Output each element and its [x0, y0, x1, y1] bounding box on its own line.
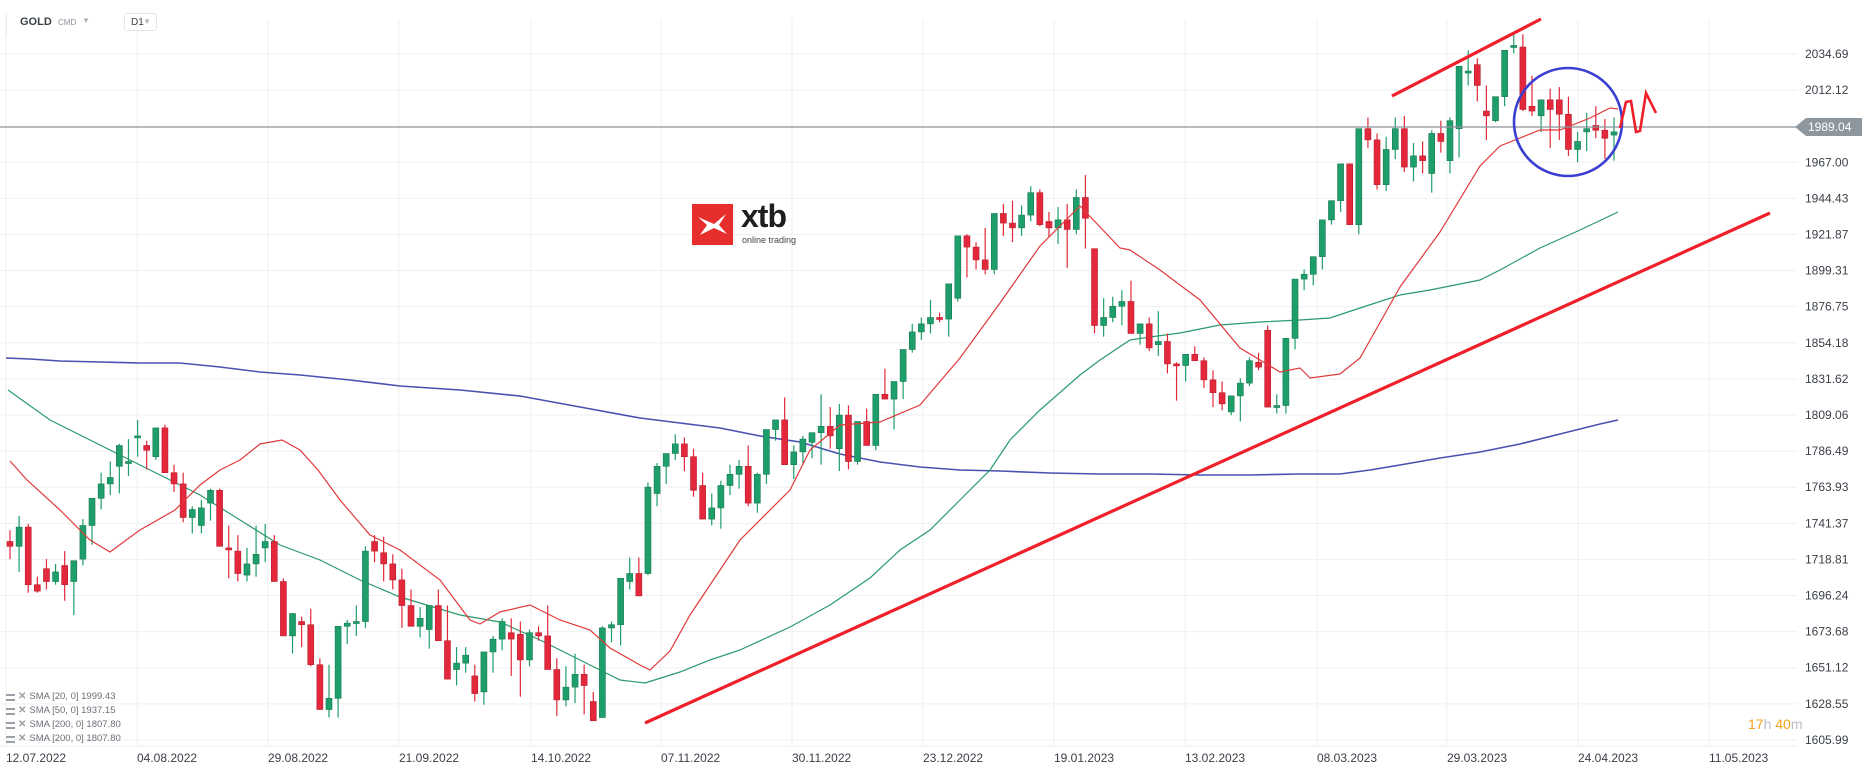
sma20-line [9, 107, 1619, 671]
price-tick-label: 1605.99 [1805, 733, 1849, 747]
price-tick-label: 1854.18 [1805, 336, 1849, 350]
settings-icon[interactable] [6, 693, 15, 701]
settings-icon[interactable] [6, 735, 15, 743]
symbol-type-label: CMD [58, 18, 77, 27]
symbol-label[interactable]: GOLD [20, 16, 52, 28]
price-tick-label: 1786.49 [1805, 444, 1849, 458]
settings-icon[interactable] [6, 721, 15, 729]
chevron-down-icon[interactable]: ▼ [82, 16, 90, 25]
date-tick-label: 29.08.2022 [268, 751, 328, 765]
price-tick-label: 1899.31 [1805, 264, 1849, 278]
legend-item[interactable]: ✕ SMA [200, 0] 1807.80 [6, 718, 121, 732]
date-tick-label: 12.07.2022 [6, 751, 66, 765]
zigzag-annotation[interactable] [1618, 88, 1658, 134]
date-tick-label: 30.11.2022 [792, 751, 851, 765]
logo-tagline: online trading [742, 235, 797, 245]
date-tick-label: 13.02.2023 [1185, 751, 1245, 765]
chart-toolbar: GOLD CMD ▼ D1 ▼ [0, 0, 1866, 40]
xtb-logo: xtb online trading [692, 198, 832, 248]
price-tick-label: 1651.12 [1805, 661, 1849, 675]
date-tick-label: 14.10.2022 [531, 751, 591, 765]
price-tick-label: 1696.24 [1805, 589, 1849, 603]
date-tick-label: 23.12.2022 [923, 751, 983, 765]
date-tick-label: 04.08.2022 [137, 751, 197, 765]
settings-icon[interactable] [6, 707, 15, 715]
timeframe-value: D1 [131, 17, 144, 28]
legend-label: SMA [50, 0] 1937.15 [29, 705, 116, 716]
legend-item[interactable]: ✕ SMA [20, 0] 1999.43 [6, 690, 121, 704]
legend-item[interactable]: ✕ SMA [50, 0] 1937.15 [6, 704, 121, 718]
xtb-logo-mark [692, 204, 733, 245]
time-axis[interactable]: 12.07.2022 04.08.2022 29.08.2022 21.09.2022… [6, 751, 1768, 765]
xtb-x-icon [698, 214, 727, 235]
close-icon[interactable]: ✕ [18, 719, 27, 730]
date-tick-label: 11.05.2023 [1709, 751, 1768, 765]
price-tick-label: 1628.55 [1805, 697, 1849, 711]
price-tick-label: 1921.87 [1805, 227, 1849, 241]
timer-hours: 17 [1748, 716, 1764, 732]
close-icon[interactable]: ✕ [18, 705, 27, 716]
current-price-label: 1989.04 [1808, 120, 1852, 134]
date-tick-label: 19.01.2023 [1054, 751, 1114, 765]
candlestick-series [6, 32, 1618, 722]
trendline[interactable] [644, 211, 1771, 725]
date-tick-label: 21.09.2022 [399, 751, 459, 765]
timer-minutes: 40 [1775, 716, 1791, 732]
date-tick-label: 24.04.2023 [1578, 751, 1638, 765]
price-tick-label: 2012.12 [1805, 83, 1849, 97]
price-tick-label: 1831.62 [1805, 372, 1849, 386]
timer-hours-unit: h [1763, 716, 1772, 732]
date-tick-label: 29.03.2023 [1447, 751, 1507, 765]
current-price-tag [1795, 118, 1862, 136]
current-price-line: 1989.04 [0, 118, 1862, 136]
price-axis[interactable]: 2034.69 2012.12 1967.00 1944.43 1921.87 1899.… [1805, 47, 1849, 747]
chevron-down-icon: ▼ [143, 17, 151, 26]
sma200-line [5, 357, 1619, 476]
price-tick-label: 1809.06 [1805, 408, 1849, 422]
price-tick-label: 1718.81 [1805, 552, 1849, 566]
date-tick-label: 08.03.2023 [1317, 751, 1377, 765]
legend-item[interactable]: ✕ SMA [200, 0] 1807.80 [6, 732, 121, 746]
legend-label: SMA [20, 0] 1999.43 [29, 691, 116, 702]
price-tick-label: 2034.69 [1805, 47, 1849, 61]
sma50-line [7, 211, 1619, 684]
price-tick-label: 1741.37 [1805, 516, 1849, 530]
indicator-legend: ✕ SMA [20, 0] 1999.43 ✕ SMA [50, 0] 1937… [6, 690, 121, 746]
logo-wordmark: xtb [741, 198, 787, 234]
date-tick-label: 07.11.2022 [661, 751, 720, 765]
legend-label: SMA [200, 0] 1807.80 [29, 719, 121, 730]
chart-grid [0, 20, 1797, 747]
price-tick-label: 1673.68 [1805, 625, 1849, 639]
candle-countdown: 17h 40m [1748, 716, 1803, 732]
toolbar-divider [6, 14, 7, 36]
price-tick-label: 1944.43 [1805, 191, 1849, 205]
price-tick-label: 1967.00 [1805, 155, 1849, 169]
timeframe-select[interactable]: D1 ▼ [124, 13, 157, 31]
legend-label: SMA [200, 0] 1807.80 [29, 733, 121, 744]
price-tick-label: 1876.75 [1805, 300, 1849, 314]
price-tick-label: 1763.93 [1805, 480, 1849, 494]
timer-minutes-unit: m [1790, 716, 1803, 732]
drawing-annotations[interactable] [644, 17, 1771, 725]
close-icon[interactable]: ✕ [18, 733, 27, 744]
trendline[interactable] [1391, 17, 1542, 98]
close-icon[interactable]: ✕ [18, 691, 27, 702]
